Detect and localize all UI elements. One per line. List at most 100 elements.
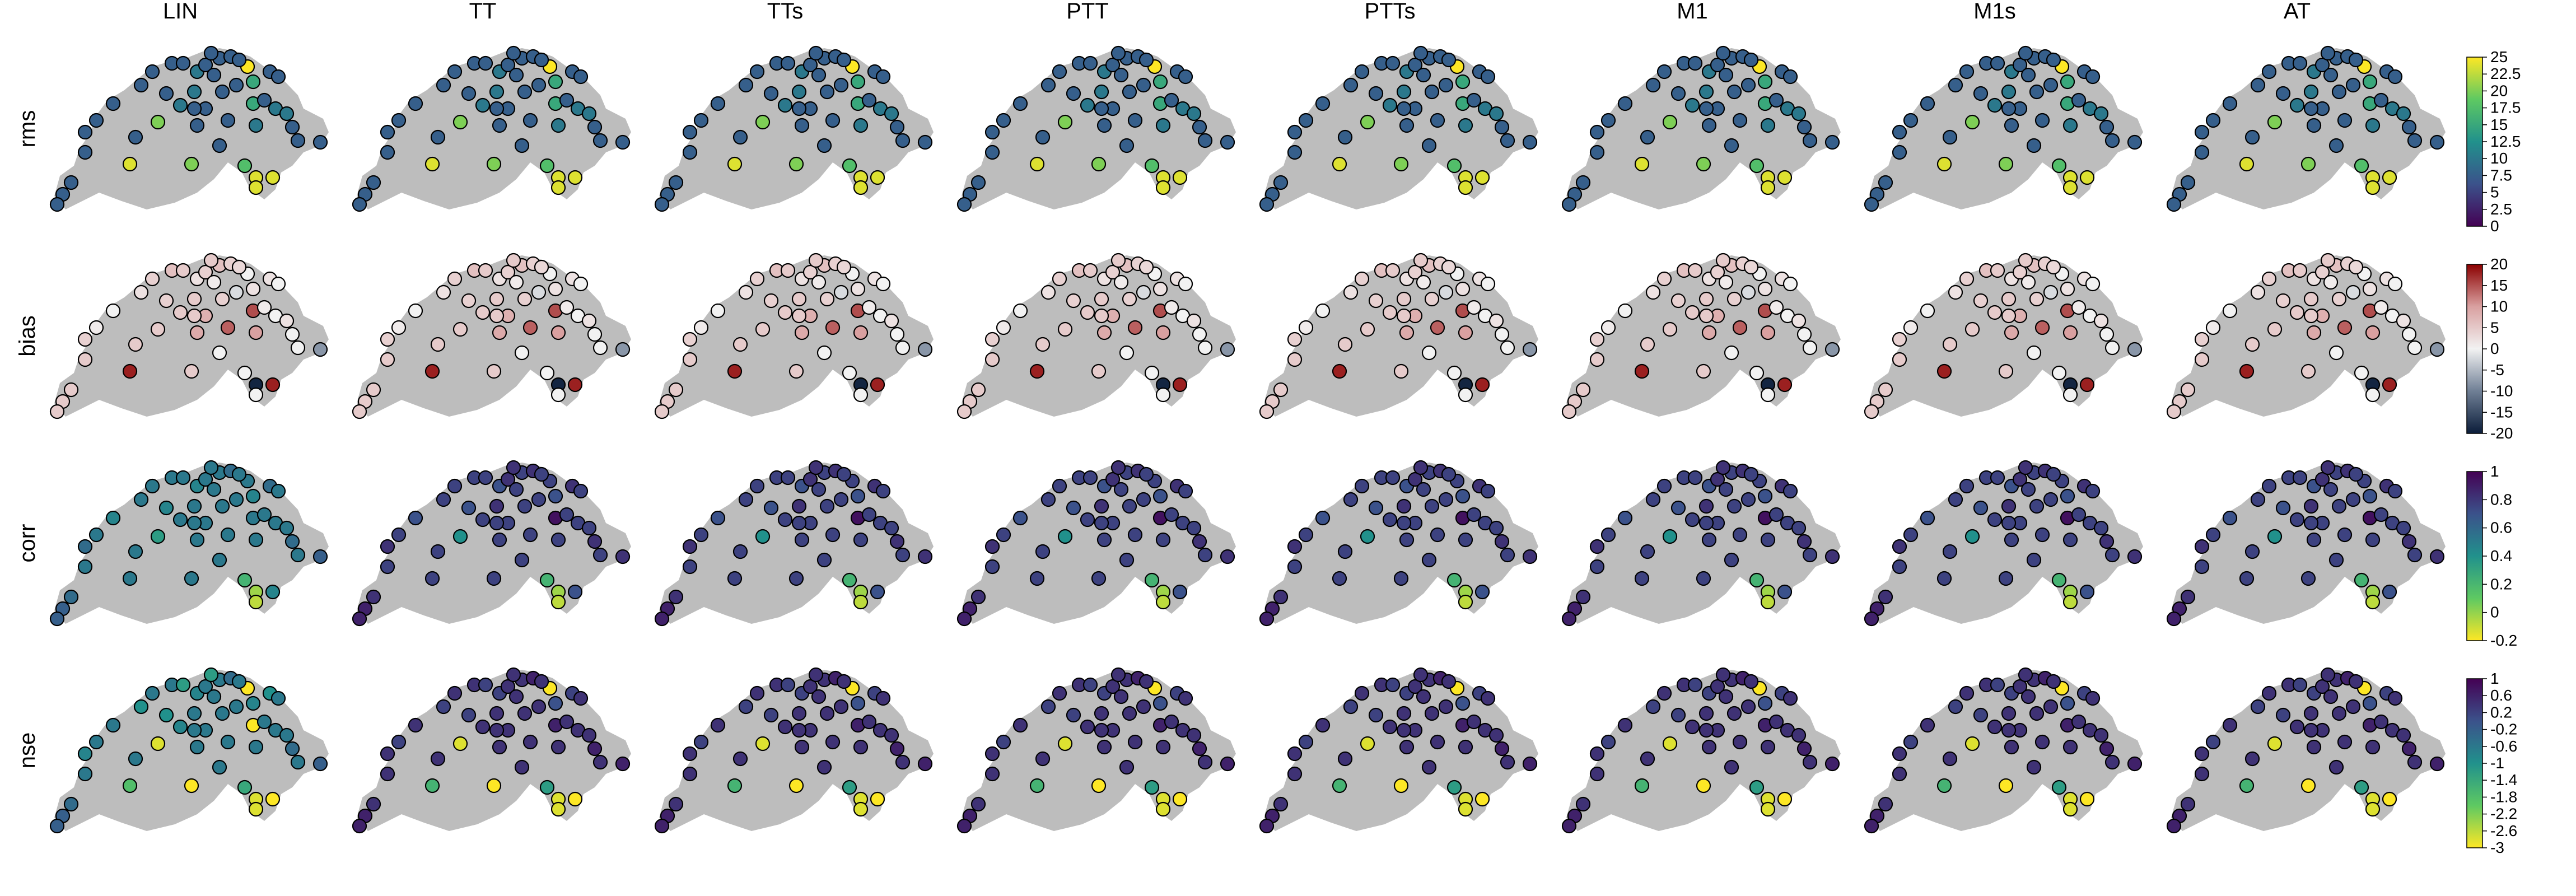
station-marker (1197, 547, 1213, 563)
row-labels: rms bias corr nse (15, 110, 40, 769)
station-marker (1670, 707, 1686, 723)
station-marker (203, 667, 219, 683)
station-marker (539, 780, 555, 795)
station-marker (220, 734, 236, 750)
station-marker (2323, 67, 2339, 83)
station-marker (1656, 64, 1672, 80)
station-marker (1522, 342, 1538, 357)
station-marker (1710, 57, 1725, 73)
station-marker (794, 532, 810, 548)
station-marker (2046, 259, 2061, 275)
station-marker (1082, 677, 1098, 693)
station-marker (2085, 69, 2101, 85)
station-marker (1936, 363, 1952, 379)
station-marker (1337, 337, 1353, 352)
station-marker (312, 134, 328, 150)
station-marker (763, 86, 779, 101)
station-marker (2407, 340, 2423, 356)
station-marker (517, 706, 533, 721)
station-marker (1973, 86, 1989, 101)
station-marker (2001, 515, 2017, 531)
station-marker (970, 589, 986, 605)
station-marker (2292, 470, 2308, 486)
station-marker (1903, 113, 1919, 128)
station-marker (1617, 717, 1633, 733)
station-marker (1768, 300, 1784, 315)
station-marker (2060, 281, 2075, 297)
station-marker (105, 96, 121, 111)
station-marker (1718, 689, 1734, 704)
station-marker (2012, 679, 2028, 694)
station-marker (2387, 483, 2403, 499)
station-marker (1259, 818, 1275, 834)
station-marker (1732, 734, 1748, 750)
map-panel-corr-at (2166, 460, 2446, 627)
station-marker (1360, 529, 1375, 544)
station-marker (615, 549, 631, 564)
station-marker (2365, 387, 2381, 403)
station-marker (1094, 291, 1109, 307)
station-marker (284, 534, 300, 549)
station-marker (150, 736, 166, 752)
station-marker (500, 679, 516, 694)
station-marker (1337, 129, 1353, 145)
column-title-tt: TT (469, 0, 497, 24)
station-marker (1920, 303, 1935, 319)
station-marker (366, 796, 381, 812)
station-marker (567, 170, 583, 185)
station-marker (380, 746, 395, 762)
station-marker (2166, 818, 2182, 834)
station-marker (1724, 552, 1739, 568)
station-marker (1186, 313, 1202, 329)
station-marker (2104, 754, 2120, 770)
station-marker (2085, 483, 2101, 499)
station-marker (1138, 52, 1154, 68)
colorbar-tick-label: -20 (2490, 424, 2513, 442)
station-marker (2060, 74, 2075, 90)
station-marker (2026, 759, 2042, 775)
station-marker (895, 547, 911, 563)
station-marker (875, 69, 891, 85)
station-marker (475, 97, 491, 113)
station-marker (1698, 101, 1714, 116)
station-marker (1119, 759, 1135, 775)
station-marker (2337, 113, 2353, 128)
station-marker (1760, 532, 1776, 548)
station-marker (531, 699, 547, 715)
station-marker (312, 342, 328, 357)
row-label-rms: rms (15, 110, 40, 148)
station-marker (1127, 113, 1143, 128)
colorbar-nse: 10.60.2-0.2-0.6-1-1.4-1.8-2.2-2.6-3 (2466, 670, 2517, 856)
row-label-nse: nse (15, 732, 40, 769)
station-marker (548, 281, 563, 297)
station-marker (763, 707, 779, 723)
colorbar-tick-label: -1.8 (2490, 788, 2517, 805)
station-marker (727, 778, 743, 794)
station-marker (2034, 113, 2050, 128)
station-marker (212, 552, 227, 568)
station-marker (1777, 170, 1793, 185)
colorbar-tick-label: 15 (2490, 277, 2508, 294)
station-marker (1127, 734, 1143, 750)
station-marker (1864, 611, 1879, 627)
station-marker (248, 118, 264, 133)
station-marker (791, 291, 807, 307)
station-marker (788, 571, 804, 586)
colorbar-tick-label: 15 (2490, 116, 2508, 133)
station-marker (2222, 303, 2238, 319)
station-marker (1710, 472, 1725, 487)
station-marker (1964, 736, 1980, 752)
station-marker (1155, 180, 1171, 195)
station-marker (1424, 706, 1440, 721)
station-marker (1589, 559, 1605, 575)
station-marker (49, 404, 65, 419)
station-marker (2320, 667, 2336, 683)
station-marker (150, 529, 166, 544)
station-marker (2093, 727, 2109, 743)
colorbar-tick-label: -5 (2490, 361, 2504, 379)
station-marker (1220, 134, 1235, 150)
station-marker (1760, 739, 1776, 755)
station-marker (1186, 106, 1202, 122)
station-marker (1892, 124, 1907, 140)
station-marker (811, 482, 827, 497)
